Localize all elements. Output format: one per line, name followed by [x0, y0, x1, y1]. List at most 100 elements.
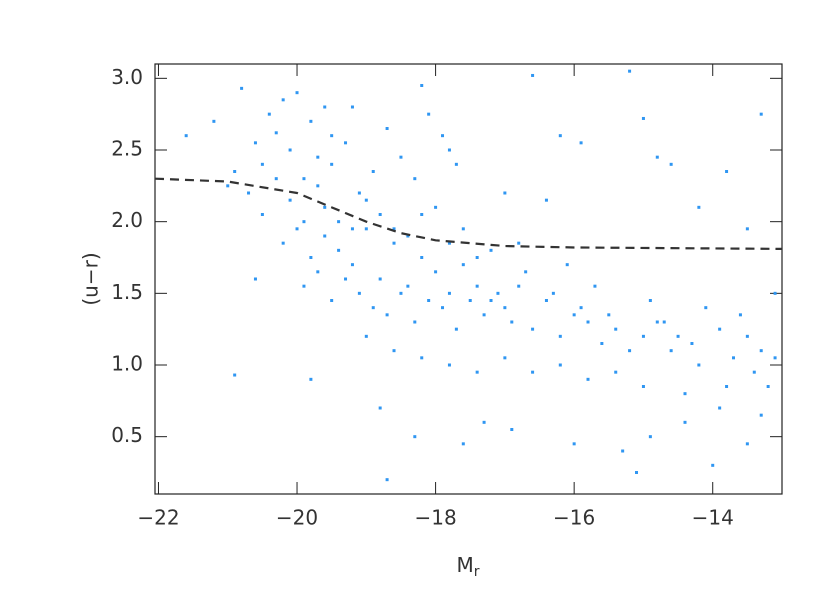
point	[718, 406, 722, 410]
point	[385, 127, 389, 130]
point	[641, 334, 645, 338]
y-tick-label: 2.5	[111, 137, 143, 161]
point	[364, 227, 368, 231]
point	[240, 86, 244, 90]
point	[676, 334, 680, 338]
point	[759, 112, 763, 116]
point	[330, 162, 334, 166]
point	[350, 263, 354, 267]
point	[745, 334, 749, 338]
point	[253, 277, 257, 281]
point	[447, 241, 451, 245]
point	[330, 299, 334, 302]
point	[496, 291, 500, 295]
point	[475, 370, 479, 374]
point	[482, 313, 486, 317]
point	[766, 385, 770, 388]
point	[725, 170, 729, 173]
point	[648, 435, 652, 439]
point	[732, 356, 736, 360]
point	[420, 84, 424, 87]
point	[586, 377, 590, 381]
point	[330, 134, 334, 138]
point	[531, 370, 535, 374]
x-axis-label-main: M	[456, 553, 473, 577]
point	[274, 177, 278, 181]
point	[461, 263, 465, 267]
point	[565, 263, 569, 267]
point	[309, 119, 313, 123]
reference-line	[154, 177, 783, 250]
x-tick-label: −20	[276, 506, 318, 530]
point	[420, 256, 424, 259]
point	[662, 320, 666, 324]
point	[579, 306, 583, 310]
point	[337, 248, 341, 252]
point	[621, 449, 625, 453]
point	[773, 291, 777, 295]
point	[461, 442, 465, 446]
point	[461, 227, 465, 231]
point	[683, 392, 687, 396]
point	[655, 155, 659, 159]
point	[267, 112, 271, 116]
y-tick-label: 1.0	[111, 352, 143, 376]
point	[316, 155, 320, 159]
y-tick-label: 1.5	[111, 280, 143, 304]
point	[399, 155, 403, 159]
point	[447, 148, 451, 152]
point	[447, 363, 451, 367]
point	[697, 363, 701, 367]
point	[385, 313, 389, 317]
point	[295, 227, 299, 231]
point	[302, 220, 306, 224]
point	[454, 327, 458, 331]
x-tick-label: −22	[137, 506, 179, 530]
point	[406, 234, 410, 238]
x-tick-label: −18	[414, 506, 456, 530]
point	[718, 327, 722, 331]
point	[427, 112, 431, 116]
point	[392, 349, 396, 353]
point	[773, 356, 777, 360]
point	[628, 69, 632, 73]
point	[544, 299, 548, 302]
point	[489, 248, 493, 252]
point	[579, 141, 583, 145]
y-tick-label: 0.5	[111, 423, 143, 447]
point	[510, 428, 514, 431]
point	[434, 270, 438, 274]
point	[669, 162, 673, 166]
point	[759, 349, 763, 353]
point	[350, 227, 354, 231]
point	[669, 349, 673, 353]
point	[745, 227, 749, 231]
point	[607, 313, 611, 317]
point	[628, 349, 632, 353]
point	[309, 256, 313, 259]
point	[378, 277, 382, 281]
point	[316, 184, 320, 188]
point	[614, 327, 618, 331]
point	[406, 284, 410, 288]
point	[503, 306, 507, 310]
point	[378, 213, 382, 216]
point	[302, 177, 306, 181]
point	[641, 116, 645, 120]
point	[544, 198, 548, 202]
point	[413, 177, 417, 181]
point	[378, 406, 382, 410]
point	[697, 205, 701, 209]
point	[510, 320, 514, 324]
point	[413, 320, 417, 324]
point	[302, 284, 306, 288]
point	[316, 270, 320, 274]
point	[344, 277, 348, 281]
point	[704, 306, 708, 310]
point	[281, 241, 285, 245]
point	[281, 98, 285, 102]
point	[253, 141, 257, 145]
point	[288, 198, 292, 202]
point	[434, 205, 438, 209]
